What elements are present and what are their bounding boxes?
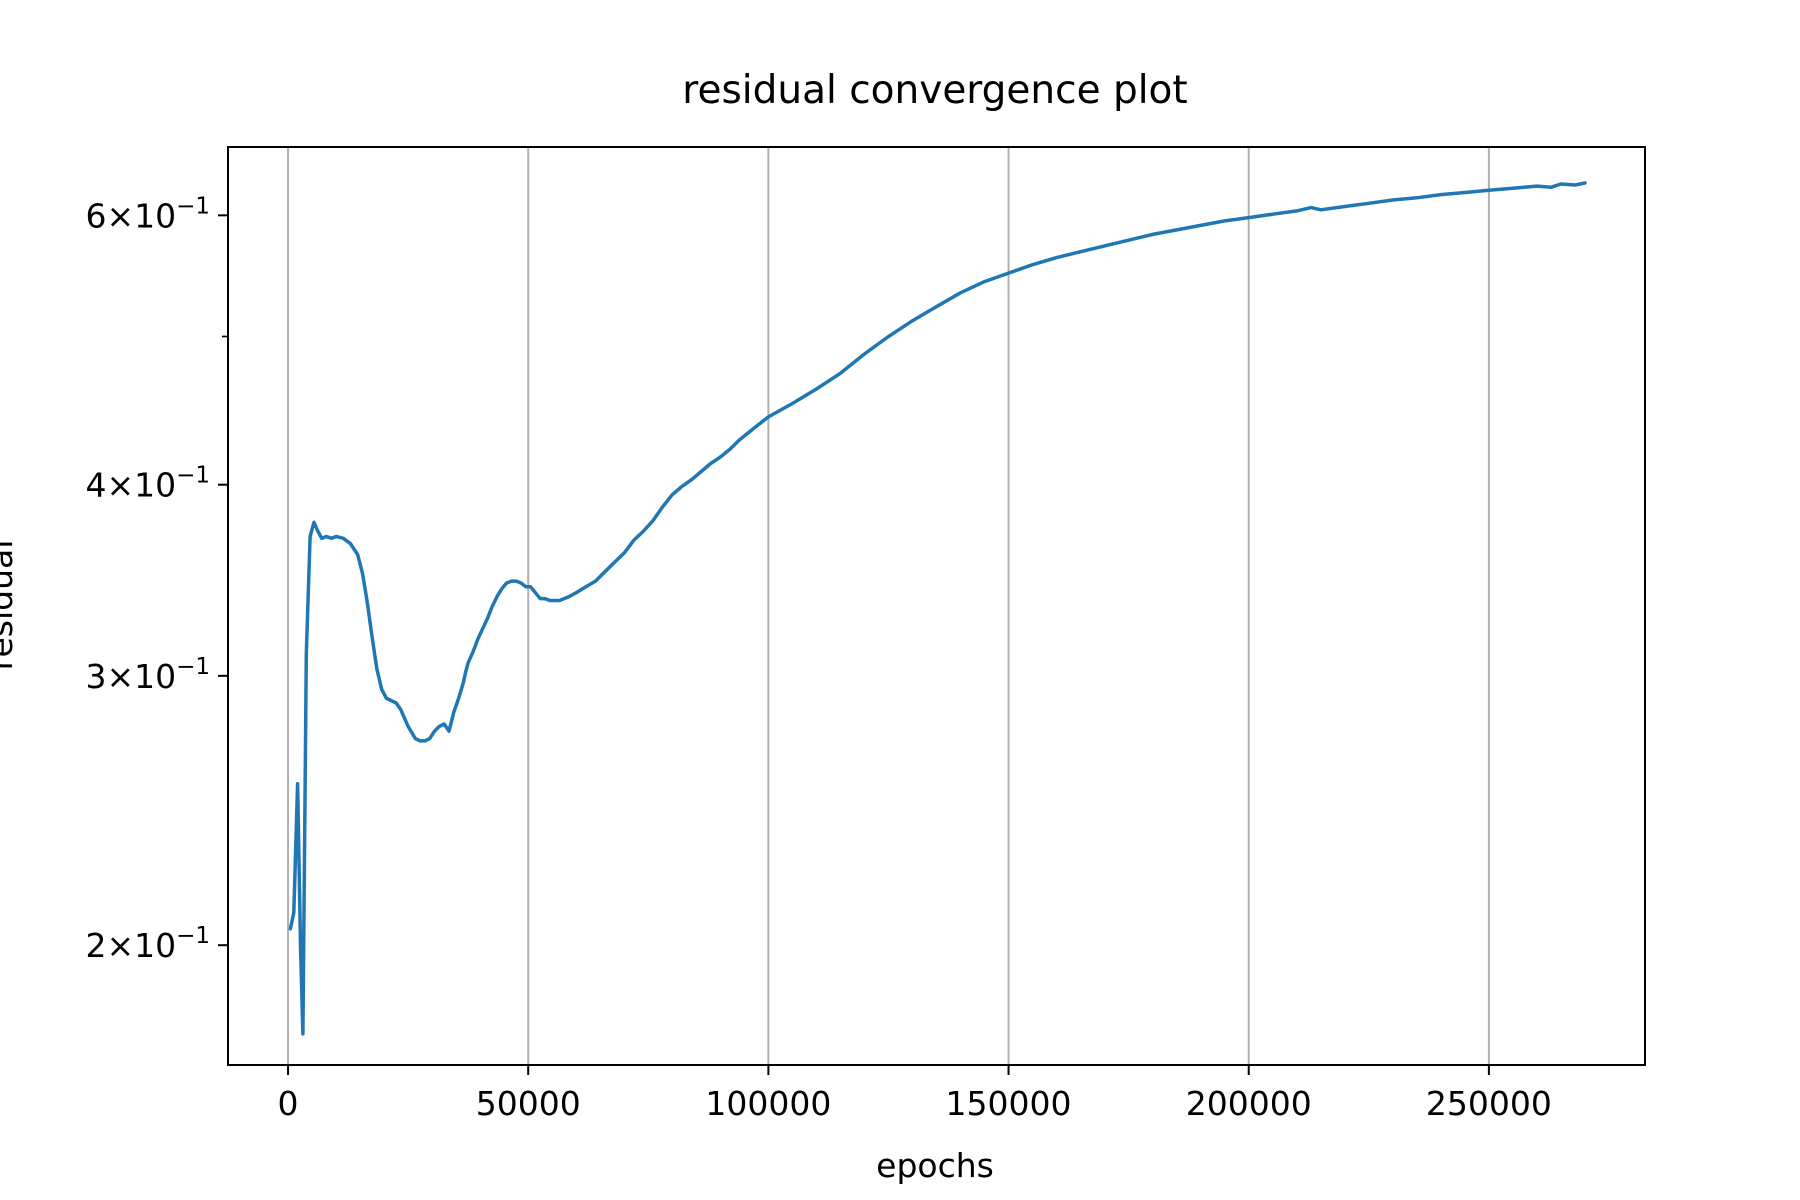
y-tick-label: 4×10−1 — [85, 463, 210, 505]
series-lines — [288, 181, 1587, 1036]
y-tick-label: 6×10−1 — [85, 193, 210, 235]
axis-ticks: 0 50000 100000 150000 200000 250000 2×10−1 3×10… — [85, 193, 1551, 1123]
series-line — [288, 181, 1587, 1036]
y-tick-label: 2×10−1 — [85, 923, 210, 965]
x-tick-label: 0 — [278, 1084, 299, 1123]
y-tick-label: 3×10−1 — [85, 654, 210, 696]
x-tick-label: 200000 — [1186, 1084, 1312, 1123]
y-axis-label: residual — [0, 540, 20, 671]
plot-frame — [227, 146, 1646, 1066]
x-tick-label: 100000 — [705, 1084, 831, 1123]
x-tick-label: 150000 — [946, 1084, 1072, 1123]
gridlines — [287, 147, 1490, 1065]
x-axis-label: epochs — [876, 1146, 994, 1185]
x-tick-label: 250000 — [1426, 1084, 1552, 1123]
chart-title: residual convergence plot — [682, 68, 1187, 113]
x-tick-label: 50000 — [476, 1084, 581, 1123]
